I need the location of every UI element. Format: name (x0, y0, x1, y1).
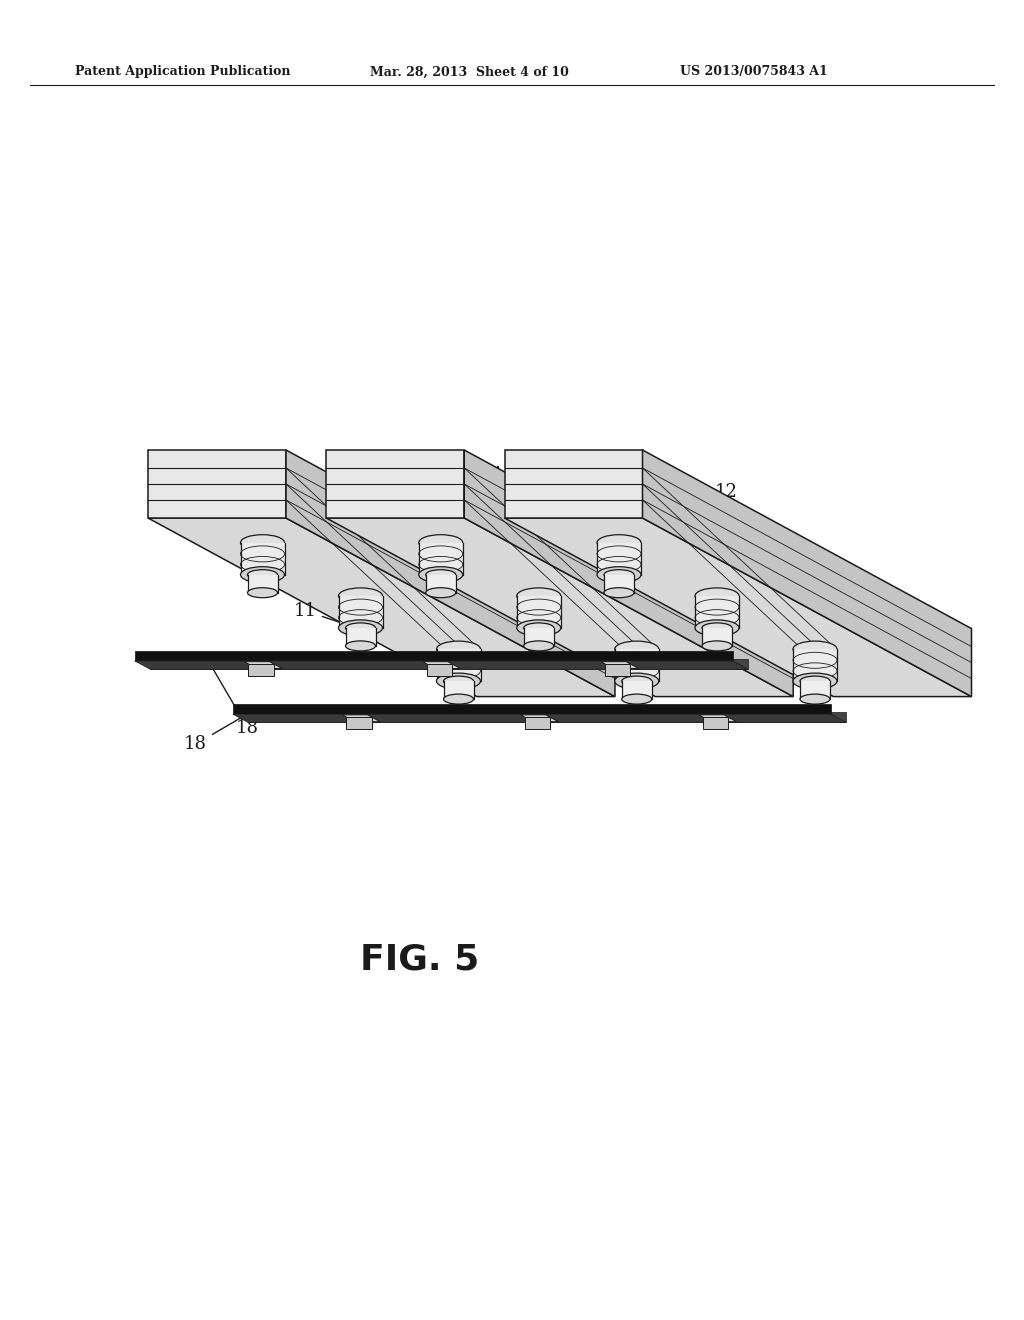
Ellipse shape (614, 642, 658, 657)
Text: Patent Application Publication: Patent Application Publication (75, 66, 291, 78)
Text: 12: 12 (647, 483, 737, 502)
Polygon shape (436, 649, 480, 681)
Text: 12: 12 (400, 477, 513, 495)
Polygon shape (520, 715, 558, 722)
Ellipse shape (436, 642, 480, 657)
Polygon shape (605, 664, 630, 676)
Polygon shape (793, 649, 837, 681)
Ellipse shape (622, 676, 651, 686)
Ellipse shape (419, 566, 463, 582)
Polygon shape (148, 450, 286, 517)
Polygon shape (346, 717, 372, 729)
Ellipse shape (241, 566, 285, 582)
Ellipse shape (426, 587, 456, 598)
Polygon shape (148, 517, 615, 697)
Polygon shape (342, 715, 380, 722)
Polygon shape (135, 661, 749, 669)
Ellipse shape (248, 570, 278, 579)
Ellipse shape (695, 620, 739, 636)
Polygon shape (232, 704, 830, 714)
Ellipse shape (523, 642, 554, 651)
Ellipse shape (345, 642, 376, 651)
Text: FIG. 5: FIG. 5 (360, 942, 479, 977)
Polygon shape (327, 517, 794, 697)
Ellipse shape (614, 673, 658, 689)
Polygon shape (339, 595, 383, 628)
Polygon shape (464, 450, 794, 697)
Ellipse shape (419, 535, 463, 550)
Text: 18: 18 (211, 665, 259, 737)
Text: 4: 4 (400, 459, 502, 484)
Polygon shape (601, 661, 639, 668)
Ellipse shape (702, 642, 732, 651)
Polygon shape (286, 450, 615, 697)
Ellipse shape (345, 623, 376, 632)
Polygon shape (245, 661, 283, 668)
Ellipse shape (800, 694, 830, 704)
Ellipse shape (523, 623, 554, 632)
Polygon shape (523, 628, 554, 645)
Ellipse shape (604, 570, 634, 579)
Polygon shape (800, 681, 830, 700)
Ellipse shape (793, 673, 837, 689)
Polygon shape (135, 651, 733, 661)
Polygon shape (248, 713, 846, 722)
Polygon shape (426, 574, 456, 593)
Polygon shape (345, 628, 376, 645)
Ellipse shape (604, 587, 634, 598)
Polygon shape (248, 574, 278, 593)
Text: 11: 11 (294, 602, 361, 631)
Ellipse shape (517, 587, 561, 605)
Polygon shape (517, 595, 561, 628)
Polygon shape (423, 661, 461, 668)
Polygon shape (597, 543, 641, 574)
Polygon shape (524, 717, 550, 729)
Ellipse shape (241, 535, 285, 550)
Polygon shape (622, 681, 651, 700)
Ellipse shape (793, 642, 837, 657)
Ellipse shape (517, 620, 561, 636)
Polygon shape (614, 649, 658, 681)
Polygon shape (702, 628, 732, 645)
Text: Mar. 28, 2013  Sheet 4 of 10: Mar. 28, 2013 Sheet 4 of 10 (370, 66, 569, 78)
Ellipse shape (695, 587, 739, 605)
Polygon shape (642, 450, 972, 697)
Ellipse shape (597, 535, 641, 550)
Polygon shape (249, 664, 273, 676)
Polygon shape (427, 664, 452, 676)
Ellipse shape (443, 694, 473, 704)
Polygon shape (505, 517, 972, 697)
Ellipse shape (436, 673, 480, 689)
Polygon shape (419, 543, 463, 574)
Ellipse shape (248, 587, 278, 598)
Polygon shape (327, 450, 464, 517)
Polygon shape (232, 714, 846, 722)
Polygon shape (241, 543, 285, 574)
Ellipse shape (339, 587, 383, 605)
Ellipse shape (443, 676, 473, 686)
Polygon shape (695, 595, 739, 628)
Ellipse shape (622, 694, 651, 704)
Polygon shape (698, 715, 736, 722)
Polygon shape (151, 659, 749, 669)
Polygon shape (604, 574, 634, 593)
Polygon shape (702, 717, 728, 729)
Text: US 2013/0075843 A1: US 2013/0075843 A1 (680, 66, 827, 78)
Text: 14: 14 (400, 479, 513, 500)
Ellipse shape (426, 570, 456, 579)
Text: 18: 18 (184, 710, 253, 754)
Ellipse shape (800, 676, 830, 686)
Ellipse shape (339, 620, 383, 636)
Text: 14: 14 (647, 500, 737, 531)
Ellipse shape (597, 566, 641, 582)
Polygon shape (443, 681, 473, 700)
Ellipse shape (702, 623, 732, 632)
Polygon shape (505, 450, 642, 517)
